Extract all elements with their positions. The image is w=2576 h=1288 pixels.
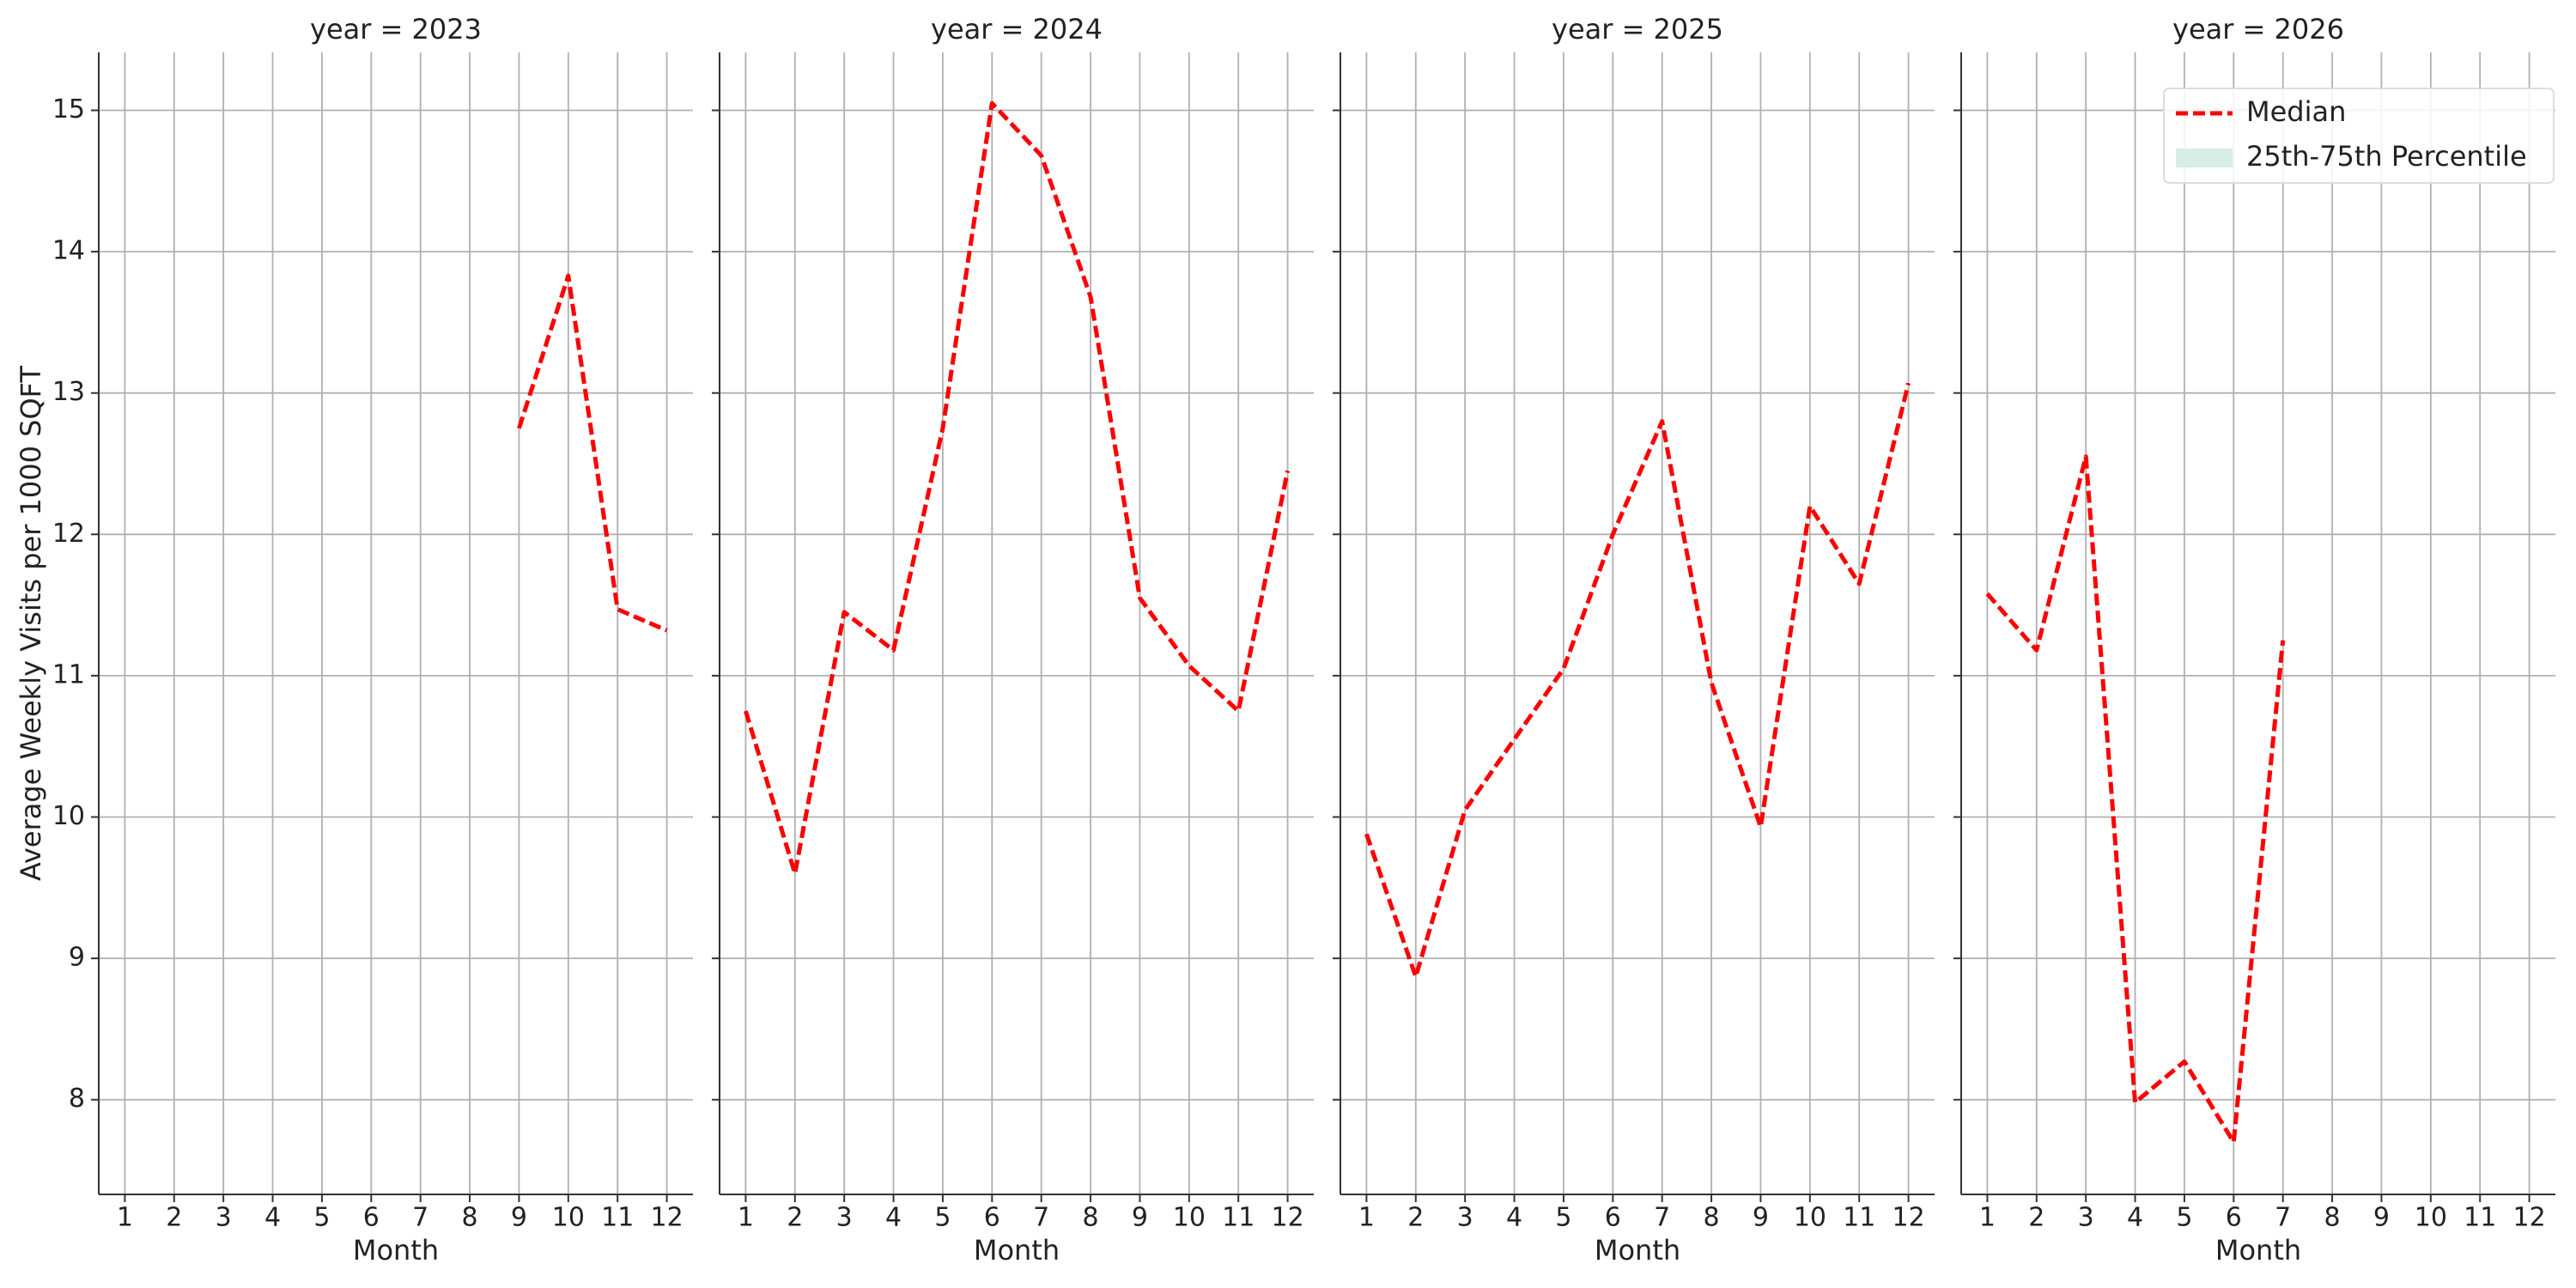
legend-frame bbox=[2163, 88, 2555, 184]
x-tick-label: 8 bbox=[2324, 1203, 2341, 1233]
x-tick-label: 7 bbox=[1654, 1203, 1670, 1233]
y-tick-label: 15 bbox=[52, 94, 85, 125]
x-tick-label: 8 bbox=[462, 1203, 478, 1233]
x-tick-label: 10 bbox=[2415, 1203, 2447, 1233]
x-tick-label: 1 bbox=[738, 1203, 754, 1233]
x-tick-label: 3 bbox=[2078, 1203, 2094, 1233]
panel-title: year = 2026 bbox=[2172, 13, 2344, 46]
x-tick-label: 3 bbox=[836, 1203, 853, 1233]
x-tick-label: 2 bbox=[787, 1203, 803, 1233]
x-tick-label: 11 bbox=[2464, 1203, 2496, 1233]
x-tick-label: 10 bbox=[552, 1203, 585, 1233]
y-axis-label: Average Weekly Visits per 1000 SQFT bbox=[15, 365, 47, 881]
x-tick-label: 11 bbox=[1222, 1203, 1255, 1233]
x-tick-label: 11 bbox=[1843, 1203, 1875, 1233]
x-axis-label: Month bbox=[2215, 1234, 2301, 1267]
x-tick-label: 3 bbox=[216, 1203, 232, 1233]
y-tick-label: 14 bbox=[52, 236, 85, 266]
x-axis-label: Month bbox=[1595, 1234, 1680, 1267]
x-tick-label: 4 bbox=[2127, 1203, 2143, 1233]
x-tick-label: 7 bbox=[412, 1203, 428, 1233]
x-axis-label: Month bbox=[974, 1234, 1060, 1267]
x-tick-label: 12 bbox=[1892, 1203, 1924, 1233]
median-line bbox=[744, 100, 1291, 876]
x-tick-label: 6 bbox=[1605, 1203, 1621, 1233]
y-tick-label: 13 bbox=[52, 377, 85, 407]
x-axis-label: Month bbox=[353, 1234, 439, 1267]
x-tick-label: 2 bbox=[1407, 1203, 1424, 1233]
panel-title: year = 2025 bbox=[1552, 13, 1723, 46]
x-tick-label: 9 bbox=[1753, 1203, 1769, 1233]
median-line bbox=[1985, 454, 2286, 1145]
x-tick-label: 6 bbox=[2226, 1203, 2242, 1233]
panel-title: year = 2024 bbox=[931, 13, 1103, 46]
legend-label: 25th-75th Percentile bbox=[2246, 140, 2527, 173]
x-tick-label: 5 bbox=[2176, 1203, 2192, 1233]
x-tick-label: 3 bbox=[1457, 1203, 1473, 1233]
y-tick-label: 11 bbox=[52, 659, 85, 690]
x-tick-label: 4 bbox=[1506, 1203, 1522, 1233]
y-tick-label: 12 bbox=[52, 519, 85, 549]
legend-label: Median bbox=[2246, 95, 2346, 128]
x-tick-label: 2 bbox=[2028, 1203, 2044, 1233]
x-tick-label: 10 bbox=[1173, 1203, 1206, 1233]
median-line bbox=[1364, 382, 1911, 980]
x-tick-label: 11 bbox=[601, 1203, 634, 1233]
x-tick-label: 12 bbox=[2512, 1203, 2545, 1233]
x-tick-label: 5 bbox=[934, 1203, 951, 1233]
x-tick-label: 12 bbox=[1271, 1203, 1303, 1233]
x-tick-label: 1 bbox=[1358, 1203, 1375, 1233]
x-tick-label: 7 bbox=[2275, 1203, 2291, 1233]
legend: Median 25th-75th Percentile bbox=[2163, 88, 2555, 184]
x-tick-label: 10 bbox=[1794, 1203, 1826, 1233]
x-tick-label: 5 bbox=[1555, 1203, 1571, 1233]
x-tick-label: 1 bbox=[117, 1203, 133, 1233]
median-line bbox=[517, 273, 668, 633]
y-tick-label: 9 bbox=[69, 943, 85, 973]
x-tick-label: 6 bbox=[984, 1203, 1000, 1233]
y-tick-label: 10 bbox=[52, 801, 85, 831]
panel-title: year = 2023 bbox=[310, 13, 482, 46]
y-tick-label: 8 bbox=[69, 1084, 85, 1114]
x-tick-label: 7 bbox=[1033, 1203, 1049, 1233]
x-tick-label: 6 bbox=[363, 1203, 380, 1233]
legend-swatch bbox=[2176, 149, 2233, 167]
x-tick-label: 4 bbox=[885, 1203, 902, 1233]
x-tick-label: 12 bbox=[650, 1203, 683, 1233]
x-tick-label: 9 bbox=[1132, 1203, 1148, 1233]
x-tick-label: 2 bbox=[166, 1203, 182, 1233]
x-tick-label: 9 bbox=[2373, 1203, 2390, 1233]
x-tick-label: 9 bbox=[511, 1203, 527, 1233]
x-tick-label: 5 bbox=[313, 1203, 330, 1233]
x-tick-label: 4 bbox=[264, 1203, 281, 1233]
x-tick-label: 1 bbox=[1979, 1203, 1996, 1233]
x-tick-label: 8 bbox=[1083, 1203, 1099, 1233]
x-tick-label: 8 bbox=[1704, 1203, 1720, 1233]
